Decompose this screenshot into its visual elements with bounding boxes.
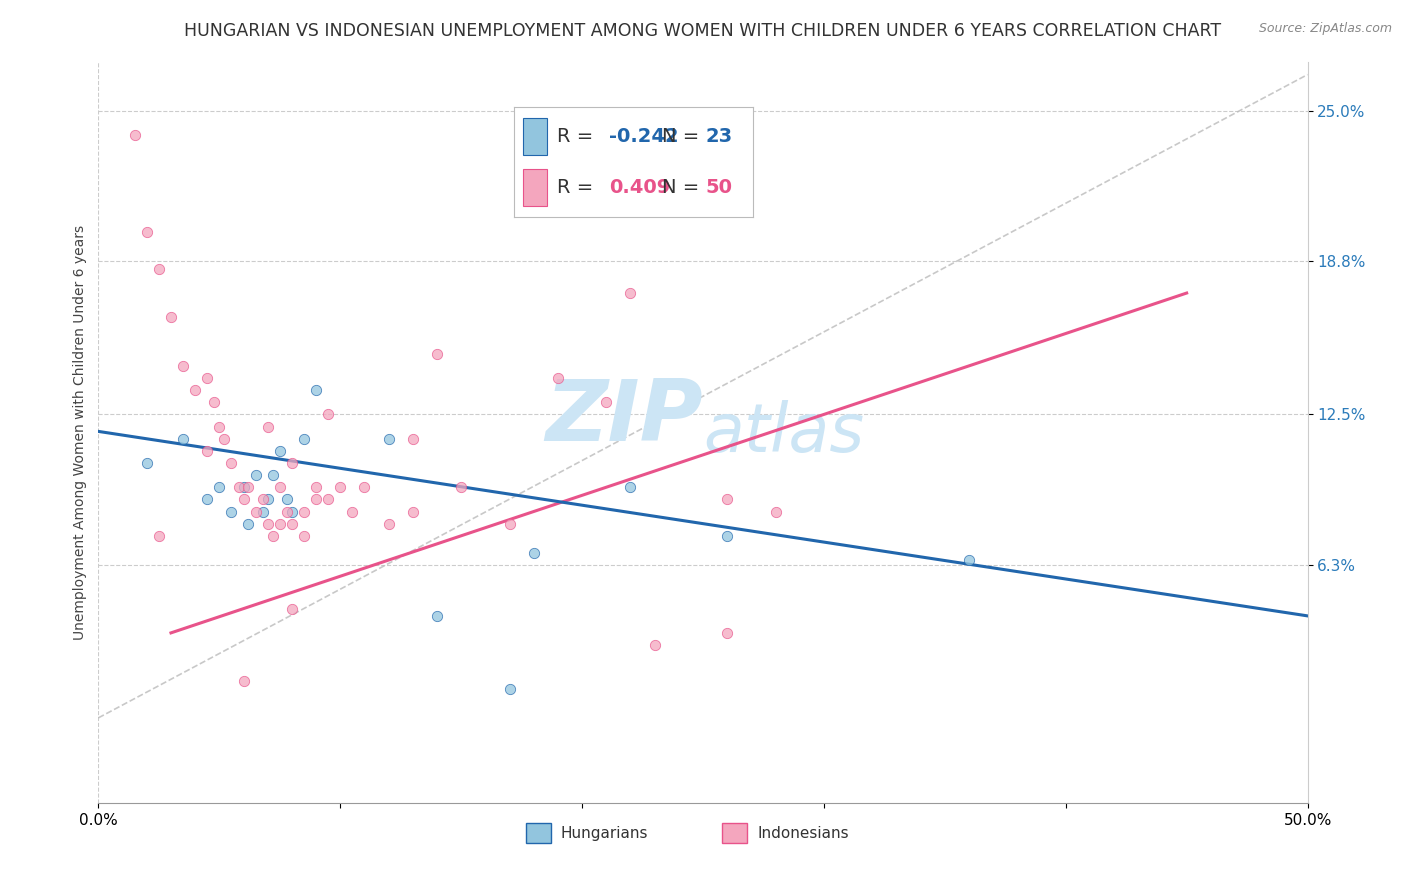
Point <box>148 261 170 276</box>
Point <box>644 638 666 652</box>
Point <box>957 553 980 567</box>
Point <box>353 480 375 494</box>
Point <box>547 371 569 385</box>
Point <box>172 359 194 373</box>
Y-axis label: Unemployment Among Women with Children Under 6 years: Unemployment Among Women with Children U… <box>73 225 87 640</box>
Point <box>232 674 254 689</box>
Point <box>256 516 278 531</box>
Point <box>256 419 278 434</box>
Point <box>523 546 546 560</box>
Point <box>316 408 339 422</box>
Point <box>262 468 284 483</box>
Point <box>281 456 304 470</box>
Point <box>195 492 218 507</box>
Text: 0.409: 0.409 <box>609 178 671 197</box>
Point <box>252 504 274 518</box>
Point <box>377 432 399 446</box>
Point <box>342 504 364 518</box>
Point <box>716 626 738 640</box>
Point <box>208 480 231 494</box>
Point <box>716 529 738 543</box>
Point <box>716 492 738 507</box>
Point <box>256 492 278 507</box>
Point <box>184 383 207 397</box>
Point <box>148 529 170 543</box>
Point <box>305 480 328 494</box>
Point <box>292 432 315 446</box>
Point <box>124 128 146 143</box>
Point <box>498 516 520 531</box>
Point <box>402 432 425 446</box>
Point <box>245 504 267 518</box>
Text: R =: R = <box>557 128 599 146</box>
Point <box>402 504 425 518</box>
Point <box>276 504 298 518</box>
Point <box>208 419 231 434</box>
Text: ZIP: ZIP <box>546 376 703 459</box>
Point <box>498 681 520 696</box>
Point <box>269 443 291 458</box>
Point <box>135 225 157 239</box>
Point <box>281 504 304 518</box>
Point <box>135 456 157 470</box>
Point <box>619 286 641 301</box>
Text: N =: N = <box>662 178 706 197</box>
Point <box>316 492 339 507</box>
Point <box>232 480 254 494</box>
Point <box>238 480 260 494</box>
Point <box>269 480 291 494</box>
Point <box>204 395 226 409</box>
Point <box>281 516 304 531</box>
Point <box>160 310 183 325</box>
Text: 23: 23 <box>706 128 733 146</box>
Point <box>426 347 449 361</box>
Point <box>450 480 472 494</box>
Point <box>329 480 352 494</box>
Text: Indonesians: Indonesians <box>758 826 849 840</box>
Point <box>276 492 298 507</box>
Point <box>212 432 235 446</box>
Point <box>221 456 243 470</box>
Text: atlas: atlas <box>703 400 865 466</box>
Point <box>305 492 328 507</box>
Point <box>228 480 250 494</box>
Point <box>221 504 243 518</box>
Point <box>426 608 449 623</box>
Point <box>232 492 254 507</box>
Point <box>765 504 787 518</box>
Point <box>305 383 328 397</box>
Point <box>262 529 284 543</box>
Point <box>195 371 218 385</box>
Point <box>252 492 274 507</box>
Point <box>172 432 194 446</box>
Point <box>377 516 399 531</box>
Point <box>292 504 315 518</box>
Point <box>269 516 291 531</box>
Point <box>281 601 304 615</box>
Point <box>595 395 617 409</box>
Text: N =: N = <box>662 128 706 146</box>
Text: HUNGARIAN VS INDONESIAN UNEMPLOYMENT AMONG WOMEN WITH CHILDREN UNDER 6 YEARS COR: HUNGARIAN VS INDONESIAN UNEMPLOYMENT AMO… <box>184 22 1222 40</box>
Point <box>245 468 267 483</box>
Point <box>292 529 315 543</box>
Point <box>195 443 218 458</box>
Point <box>238 516 260 531</box>
Point <box>619 480 641 494</box>
Text: 50: 50 <box>706 178 733 197</box>
Text: Source: ZipAtlas.com: Source: ZipAtlas.com <box>1258 22 1392 36</box>
Text: Hungarians: Hungarians <box>561 826 648 840</box>
FancyBboxPatch shape <box>523 118 547 155</box>
Text: R =: R = <box>557 178 599 197</box>
FancyBboxPatch shape <box>523 169 547 206</box>
Text: -0.242: -0.242 <box>609 128 679 146</box>
